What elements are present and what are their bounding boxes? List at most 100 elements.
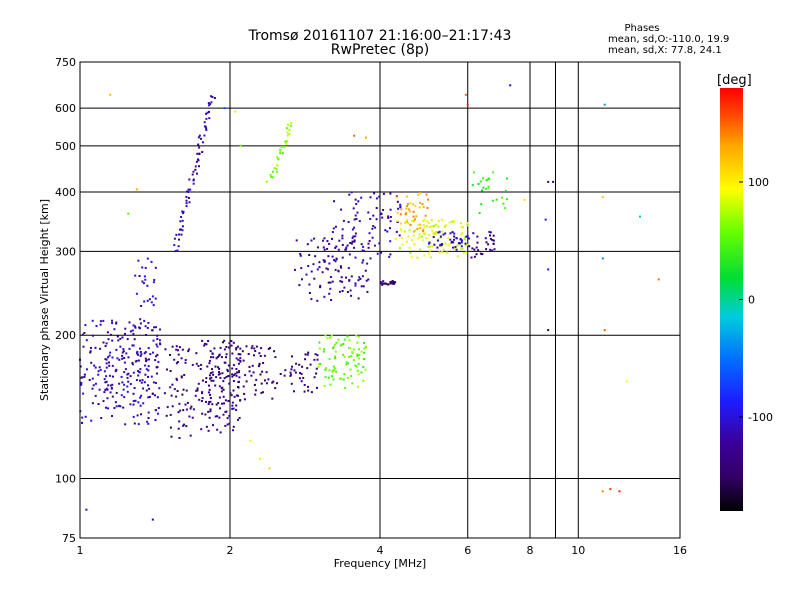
data-point <box>461 232 464 235</box>
data-point <box>91 387 94 390</box>
data-point <box>318 363 321 366</box>
data-point <box>206 365 209 368</box>
data-point <box>363 351 366 354</box>
data-point <box>350 275 353 278</box>
data-point <box>126 376 129 379</box>
data-point <box>205 381 207 383</box>
data-point <box>363 358 366 360</box>
data-point <box>453 247 456 250</box>
data-point <box>151 518 154 521</box>
data-point <box>434 232 437 235</box>
data-point <box>421 203 424 206</box>
data-point <box>450 220 453 223</box>
data-point <box>188 348 191 351</box>
data-point <box>290 382 293 385</box>
data-point <box>181 348 184 351</box>
data-point <box>352 348 355 351</box>
data-point <box>205 127 208 130</box>
data-point <box>237 362 240 365</box>
data-point <box>134 274 137 277</box>
data-point <box>334 350 337 353</box>
data-point <box>255 378 258 381</box>
data-point <box>132 324 135 327</box>
data-point <box>267 347 270 350</box>
data-point <box>99 320 102 323</box>
data-point <box>348 193 351 196</box>
data-point <box>90 361 93 364</box>
data-point <box>151 392 154 395</box>
data-point <box>115 322 118 325</box>
data-point <box>190 405 193 408</box>
data-point <box>108 354 111 357</box>
data-point <box>253 347 256 350</box>
data-point <box>444 232 447 235</box>
data-point <box>154 359 157 362</box>
data-point <box>83 375 86 378</box>
data-point <box>357 373 360 376</box>
data-point <box>209 408 212 411</box>
y-tick-label: 300 <box>55 245 76 258</box>
data-point <box>184 403 187 406</box>
data-point <box>304 358 307 361</box>
data-point <box>163 392 166 395</box>
data-point <box>186 401 189 404</box>
data-point <box>444 242 447 245</box>
data-point <box>389 220 392 223</box>
data-point <box>333 259 336 261</box>
data-point <box>504 189 507 192</box>
data-point <box>343 355 346 358</box>
data-point <box>295 362 298 365</box>
data-point <box>353 239 356 242</box>
data-point <box>244 374 247 377</box>
data-point <box>139 327 141 330</box>
data-point <box>335 370 338 373</box>
data-point <box>85 368 88 371</box>
data-point <box>458 242 460 244</box>
data-point <box>210 101 213 104</box>
data-point <box>286 123 289 126</box>
data-point <box>339 265 342 268</box>
data-point <box>303 384 306 386</box>
data-point <box>484 237 487 240</box>
data-point <box>337 270 340 273</box>
data-point <box>84 324 87 327</box>
data-point <box>395 230 398 233</box>
data-point <box>270 175 273 178</box>
data-point <box>348 339 351 342</box>
data-point <box>477 183 480 185</box>
data-point <box>194 394 197 397</box>
data-point <box>239 360 242 363</box>
data-point <box>105 380 108 383</box>
data-point <box>169 386 172 389</box>
data-point <box>98 366 101 369</box>
data-point <box>373 244 376 247</box>
data-point <box>180 216 183 218</box>
x-axis-label: Frequency [MHz] <box>334 557 426 570</box>
data-point <box>169 426 172 429</box>
data-point <box>354 198 357 201</box>
data-point <box>375 218 378 221</box>
data-point <box>260 382 263 385</box>
data-point <box>235 408 238 411</box>
y-tick-label: 600 <box>55 102 76 115</box>
data-point <box>326 247 329 250</box>
data-point <box>357 279 360 282</box>
data-point <box>362 365 365 368</box>
data-point <box>91 377 94 380</box>
data-point <box>481 189 484 192</box>
data-point <box>601 490 604 493</box>
data-point <box>489 237 492 240</box>
x-tick-label: 4 <box>377 544 384 557</box>
data-point <box>99 323 102 326</box>
data-point <box>177 349 179 352</box>
data-point <box>181 219 184 222</box>
data-point <box>323 248 326 251</box>
data-point <box>345 246 348 249</box>
stats-header: Phases <box>624 23 659 34</box>
data-point <box>144 266 147 269</box>
data-point <box>214 365 217 368</box>
data-point <box>337 248 340 251</box>
data-point <box>421 239 424 242</box>
data-point <box>133 422 136 425</box>
